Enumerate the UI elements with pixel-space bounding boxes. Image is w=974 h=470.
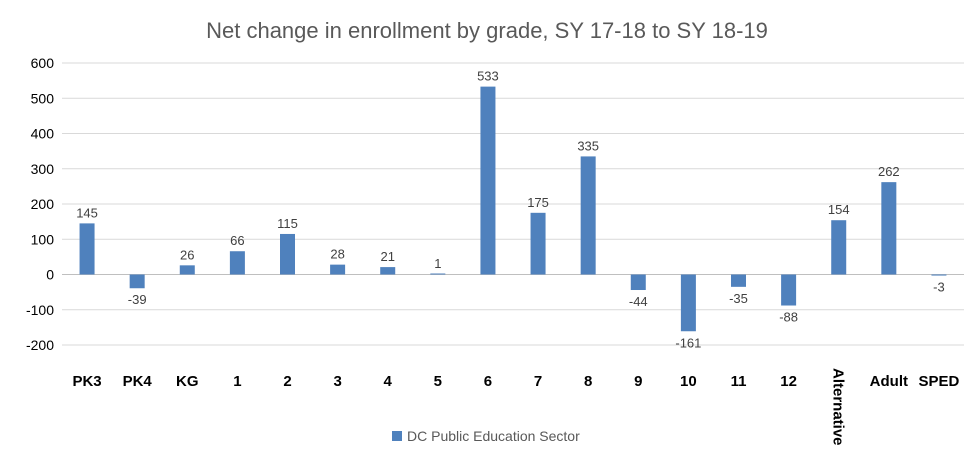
legend-label: DC Public Education Sector <box>407 428 580 444</box>
x-tick-label: 9 <box>634 373 642 390</box>
data-label: -88 <box>779 310 798 325</box>
data-label: 26 <box>180 247 194 262</box>
data-label: -161 <box>675 335 701 350</box>
y-tick-label: 600 <box>31 55 55 71</box>
bar <box>931 274 947 276</box>
data-label: 1 <box>434 256 441 271</box>
bar <box>831 220 847 275</box>
x-tick-label: PK3 <box>72 373 101 390</box>
x-tick-label: 6 <box>484 373 492 390</box>
x-tick-label: 11 <box>731 373 747 390</box>
bar <box>380 267 396 275</box>
bars: 145 -39 26 66 115 28 21 1 533 175 335 -44 -161 -35 -88… <box>76 69 947 350</box>
legend: DC Public Education Sector <box>392 428 580 444</box>
y-tick-label: 200 <box>31 196 55 212</box>
data-label: 262 <box>878 164 900 179</box>
bar <box>881 182 897 275</box>
x-tick-label: 4 <box>384 373 393 390</box>
data-label: 28 <box>330 247 344 262</box>
bar <box>680 274 696 332</box>
data-label: 154 <box>828 202 850 217</box>
y-tick-label: 0 <box>46 267 54 283</box>
data-label: -35 <box>729 291 748 306</box>
bar <box>430 273 446 275</box>
bar <box>530 212 546 275</box>
bar <box>179 265 195 275</box>
x-tick-label: 1 <box>233 373 241 390</box>
x-tick-label: 5 <box>434 373 442 390</box>
y-axis: -200 -100 0 100 200 300 400 500 600 <box>26 55 54 353</box>
x-tick-label: Alternative <box>830 368 847 446</box>
legend-swatch <box>392 431 402 441</box>
x-tick-label: 7 <box>534 373 542 390</box>
data-label: -3 <box>933 280 945 295</box>
bar <box>79 223 95 275</box>
y-tick-label: -100 <box>26 302 54 318</box>
x-tick-label: 12 <box>780 373 797 390</box>
bar <box>781 274 797 306</box>
data-label: 115 <box>277 216 298 231</box>
x-tick-label: SPED <box>919 373 960 390</box>
data-label: -44 <box>629 294 648 309</box>
bar <box>580 156 596 275</box>
x-tick-label: KG <box>176 373 199 390</box>
chart-title: Net change in enrollment by grade, SY 17… <box>206 18 768 43</box>
data-label: -39 <box>128 292 147 307</box>
y-tick-label: 500 <box>31 90 55 106</box>
data-label: 175 <box>527 195 549 210</box>
x-tick-label: Adult <box>870 373 908 390</box>
data-label: 66 <box>230 233 244 248</box>
x-tick-label: 3 <box>333 373 341 390</box>
bar <box>630 274 646 291</box>
y-tick-label: 100 <box>31 231 55 247</box>
bar <box>229 251 245 275</box>
data-label: 335 <box>577 138 599 153</box>
x-tick-label: 8 <box>584 373 592 390</box>
x-tick-label: 2 <box>283 373 291 390</box>
data-label: 533 <box>477 69 499 84</box>
bar <box>280 233 295 275</box>
x-tick-label: PK4 <box>123 373 153 390</box>
y-tick-label: 300 <box>31 161 55 177</box>
y-tick-label: -200 <box>26 337 54 353</box>
data-label: 145 <box>76 205 98 220</box>
y-tick-label: 400 <box>31 126 55 142</box>
x-tick-label: 10 <box>680 373 697 390</box>
bar <box>480 86 496 275</box>
gridlines <box>62 62 964 346</box>
bar <box>731 274 746 287</box>
bar <box>330 264 346 275</box>
data-label: 21 <box>380 249 394 264</box>
bar <box>129 274 145 289</box>
x-axis: PK3 PK4 KG 1 2 3 4 5 6 7 8 9 10 11 12 Alternative Adult S… <box>72 368 959 446</box>
